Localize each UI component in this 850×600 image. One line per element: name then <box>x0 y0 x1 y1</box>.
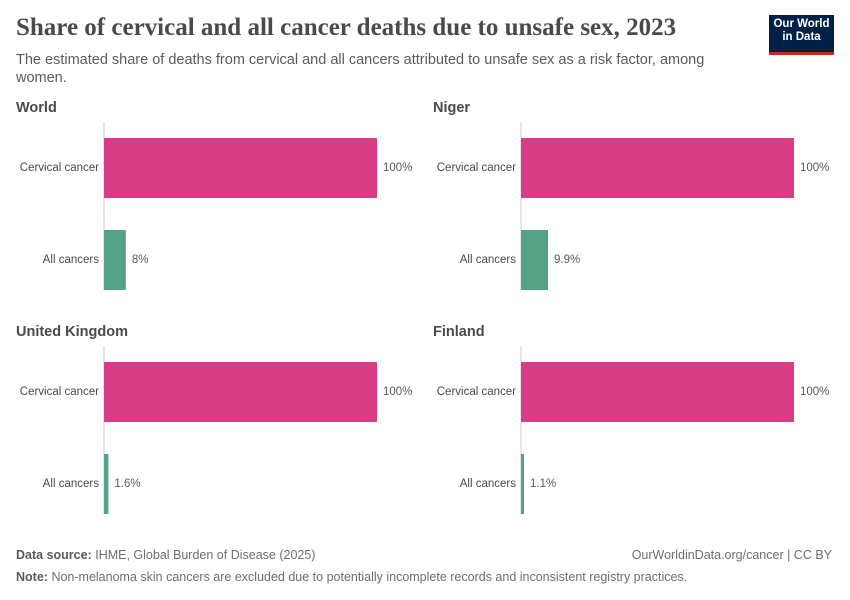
category-label: All cancers <box>460 478 516 490</box>
panel-title: World <box>16 100 57 116</box>
category-label: All cancers <box>460 254 516 266</box>
panel-title: Finland <box>433 324 485 340</box>
value-label: 100% <box>800 386 829 398</box>
source-url[interactable]: OurWorldinData.org/cancer | CC BY <box>631 548 832 562</box>
bar <box>104 454 109 514</box>
panel-title: United Kingdom <box>16 324 128 340</box>
category-label: All cancers <box>43 478 99 490</box>
category-label: Cervical cancer <box>437 386 516 398</box>
note: Note: Non-melanoma skin cancers are excl… <box>16 570 687 584</box>
title: Share of cervical and all cancer deaths … <box>16 14 677 41</box>
bar <box>104 230 126 290</box>
value-label: 100% <box>800 162 829 174</box>
value-label: 9.9% <box>554 254 580 266</box>
value-label: 100% <box>383 386 412 398</box>
bar <box>521 230 549 290</box>
bar <box>521 138 794 198</box>
category-label: Cervical cancer <box>20 162 99 174</box>
charts: World Cervical cancer 100% All cancers 8% Nig… <box>16 100 829 514</box>
note-label: Note: <box>16 570 48 584</box>
source: Data source: IHME, Global Burden of Dise… <box>16 548 315 562</box>
bar <box>104 362 377 422</box>
category-label: Cervical cancer <box>437 162 516 174</box>
logo[interactable]: Our World in Data <box>769 15 834 55</box>
panel-title: Niger <box>433 100 470 116</box>
value-label: 8% <box>132 254 149 266</box>
value-label: 1.6% <box>114 478 140 490</box>
category-label: Cervical cancer <box>20 386 99 398</box>
source-text: IHME, Global Burden of Disease (2025) <box>95 548 316 562</box>
value-label: 100% <box>383 162 412 174</box>
bar <box>104 138 377 198</box>
category-label: All cancers <box>43 254 99 266</box>
bar <box>521 454 525 514</box>
subtitle: The estimated share of deaths from cervi… <box>16 52 705 86</box>
logo-text: Our World <box>773 18 830 30</box>
logo-text: in Data <box>782 31 821 43</box>
bar <box>521 362 794 422</box>
note-text: Non-melanoma skin cancers are excluded d… <box>51 570 688 584</box>
source-label: Data source: <box>16 548 92 562</box>
value-label: 1.1% <box>530 478 556 490</box>
